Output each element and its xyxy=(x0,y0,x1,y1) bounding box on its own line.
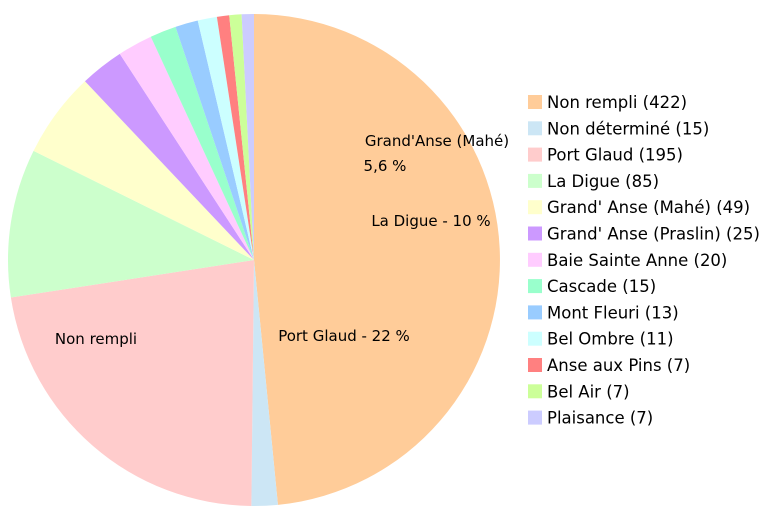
legend-item-cascade: Cascade (15) xyxy=(528,277,656,296)
legend-label-bel-air: Bel Air (7) xyxy=(547,382,630,401)
legend-swatch-bel-air xyxy=(528,384,542,399)
legend-label-cascade: Cascade (15) xyxy=(547,277,656,296)
legend-swatch-plaisance xyxy=(528,410,542,425)
legend-item-mont-fleuri: Mont Fleuri (13) xyxy=(528,303,679,322)
slice-label-port-glaud: Port Glaud - 22 % xyxy=(278,327,410,345)
pie-slice-bel-air xyxy=(229,14,254,261)
legend-item-non-determine: Non déterminé (15) xyxy=(528,119,709,138)
pie-slice-labels: Non rempli Port Glaud - 22 % La Digue - 10… xyxy=(55,132,509,348)
legend-swatch-baie-sainte-anne xyxy=(528,252,542,267)
legend-label-baie-sainte-anne: Baie Sainte Anne (20) xyxy=(547,251,727,270)
pie-slices xyxy=(7,13,500,507)
legend-swatch-grand-anse-praslin xyxy=(528,226,542,241)
legend-item-grand-anse-praslin: Grand' Anse (Praslin) (25) xyxy=(528,225,760,244)
legend-label-grand-anse-praslin: Grand' Anse (Praslin) (25) xyxy=(547,225,760,244)
legend-label-port-glaud: Port Glaud (195) xyxy=(547,146,683,165)
legend-label-grand-anse-mahe: Grand' Anse (Mahé) (49) xyxy=(547,198,750,217)
legend: Non rempli (422) Non déterminé (15) Port G… xyxy=(528,93,760,428)
legend-swatch-anse-aux-pins xyxy=(528,358,542,372)
legend-swatch-mont-fleuri xyxy=(528,305,542,320)
legend-label-plaisance: Plaisance (7) xyxy=(547,409,653,428)
pie-slice-grand-anse-praslin xyxy=(84,53,254,261)
legend-swatch-non-rempli xyxy=(528,95,542,109)
legend-label-mont-fleuri: Mont Fleuri (13) xyxy=(547,303,679,322)
legend-item-grand-anse-mahe: Grand' Anse (Mahé) (49) xyxy=(528,198,750,217)
pie-slice-plaisance xyxy=(241,13,254,261)
legend-item-bel-ombre: Bel Ombre (11) xyxy=(528,330,674,349)
legend-swatch-port-glaud xyxy=(528,147,542,162)
legend-item-port-glaud: Port Glaud (195) xyxy=(528,146,683,165)
pie-slice-non-determine xyxy=(251,260,278,507)
legend-swatch-grand-anse-mahe xyxy=(528,200,542,215)
legend-swatch-non-determine xyxy=(528,121,542,136)
pie-slice-cascade xyxy=(150,26,254,260)
pie-slice-baie-sainte-anne xyxy=(119,36,254,260)
pie-slice-anse-aux-pins xyxy=(216,15,254,260)
slice-label-grand-anse-mahe: Grand'Anse (Mahé) xyxy=(365,132,509,150)
pie-slice-non-rempli xyxy=(254,14,500,505)
legend-label-non-rempli: Non rempli (422) xyxy=(547,93,687,112)
pie-slice-mont-fleuri xyxy=(175,20,254,261)
legend-label-la-digue: La Digue (85) xyxy=(547,172,659,191)
legend-item-baie-sainte-anne: Baie Sainte Anne (20) xyxy=(528,251,727,270)
pie-slice-grand-anse-mahe xyxy=(33,81,255,260)
legend-item-anse-aux-pins: Anse aux Pins (7) xyxy=(528,356,690,375)
legend-label-bel-ombre: Bel Ombre (11) xyxy=(547,330,674,349)
legend-swatch-cascade xyxy=(528,279,542,294)
pie-slice-bel-ombre xyxy=(197,16,254,260)
legend-swatch-bel-ombre xyxy=(528,331,542,346)
slice-label-grand-anse-mahe-percent: 5,6 % xyxy=(364,157,407,175)
legend-item-la-digue: La Digue (85) xyxy=(528,172,659,191)
legend-item-bel-air: Bel Air (7) xyxy=(528,382,630,401)
legend-item-non-rempli: Non rempli (422) xyxy=(528,93,687,112)
slice-label-non-rempli: Non rempli xyxy=(55,330,137,348)
pie-slice-port-glaud xyxy=(10,260,254,506)
legend-swatch-la-digue xyxy=(528,173,542,188)
legend-label-non-determine: Non déterminé (15) xyxy=(547,119,709,138)
legend-item-plaisance: Plaisance (7) xyxy=(528,409,653,428)
slice-label-la-digue: La Digue - 10 % xyxy=(371,212,490,230)
pie-slice-la-digue xyxy=(7,150,254,298)
legend-label-anse-aux-pins: Anse aux Pins (7) xyxy=(547,356,690,375)
